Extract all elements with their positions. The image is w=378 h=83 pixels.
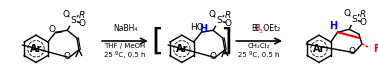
Text: NaBH₄: NaBH₄ <box>113 24 137 33</box>
Text: S: S <box>216 16 222 25</box>
Text: O: O <box>349 47 356 56</box>
Text: HO: HO <box>190 23 203 32</box>
Text: S: S <box>351 15 357 24</box>
Text: O: O <box>224 19 231 28</box>
Text: H: H <box>328 21 337 31</box>
Text: Ar: Ar <box>313 44 325 54</box>
Text: R: R <box>225 11 231 20</box>
Text: O: O <box>209 10 215 19</box>
Text: F: F <box>373 44 378 54</box>
Text: B: B <box>254 24 259 33</box>
Text: R: R <box>79 11 85 20</box>
Text: F: F <box>255 24 260 33</box>
Text: 25 ºC, 0.5 h: 25 ºC, 0.5 h <box>239 51 280 58</box>
Text: O: O <box>359 18 366 27</box>
Text: H: H <box>199 24 208 34</box>
Text: Ar: Ar <box>176 44 188 54</box>
Text: 25 ºC, 0.5 h: 25 ºC, 0.5 h <box>104 51 146 58</box>
Text: O: O <box>48 25 55 34</box>
Text: Ar: Ar <box>30 44 42 54</box>
Text: O: O <box>64 52 71 61</box>
Text: R: R <box>360 10 366 19</box>
Text: S: S <box>70 16 76 25</box>
Text: O: O <box>344 9 351 18</box>
Text: B: B <box>251 24 257 33</box>
Text: [: [ <box>152 26 163 56</box>
Text: ·OEt₂: ·OEt₂ <box>261 24 280 33</box>
Text: 3: 3 <box>258 29 262 34</box>
Text: THF / MeOH: THF / MeOH <box>104 43 146 49</box>
Text: O: O <box>78 19 85 28</box>
Text: ]: ] <box>220 26 232 56</box>
Text: O: O <box>209 52 217 61</box>
Text: CH₂Cl₂: CH₂Cl₂ <box>248 43 270 49</box>
Text: O: O <box>63 10 70 19</box>
